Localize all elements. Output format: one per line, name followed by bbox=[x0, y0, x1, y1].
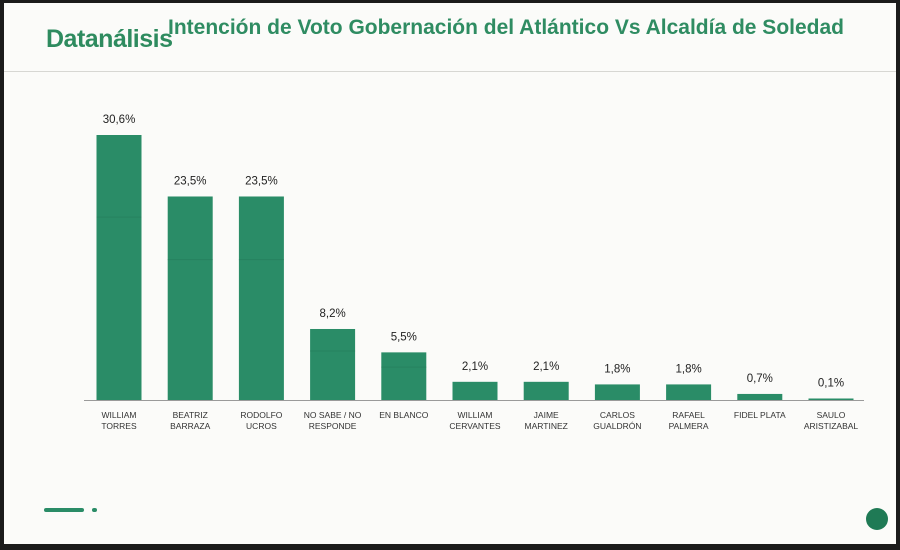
bar bbox=[381, 352, 427, 400]
bar-chart: 30,6% WILLIAM TORRES 23,5% BEATRIZ BARRAZA 23,… bbox=[84, 114, 864, 431]
data-label: 1,8% bbox=[604, 363, 630, 375]
brand-logo: Datanálisis bbox=[46, 25, 173, 53]
bar bbox=[594, 384, 640, 400]
bar bbox=[523, 381, 569, 400]
slide: Datanálisis Intención de Voto Gobernació… bbox=[4, 3, 896, 544]
decorative-circle bbox=[866, 508, 888, 530]
data-label: 0,7% bbox=[747, 373, 773, 385]
category-label: FIDEL PLATA bbox=[734, 410, 786, 420]
data-label: 23,5% bbox=[174, 175, 207, 187]
data-label: 2,1% bbox=[533, 361, 559, 373]
data-label: 0,1% bbox=[818, 378, 844, 390]
category-label: RAFAEL PALMERA bbox=[669, 410, 709, 431]
data-label: 23,5% bbox=[245, 175, 278, 187]
data-label: 1,8% bbox=[675, 363, 701, 375]
data-label: 2,1% bbox=[462, 361, 488, 373]
data-label: 8,2% bbox=[319, 308, 345, 320]
bar bbox=[96, 135, 142, 400]
data-label: 5,5% bbox=[391, 331, 417, 343]
category-label: WILLIAM TORRES bbox=[101, 410, 137, 431]
bar bbox=[167, 196, 213, 400]
category-label: CARLOS GUALDRÓN bbox=[593, 410, 641, 431]
decorative-dash bbox=[44, 508, 84, 512]
category-label: SAULO ARISTIZABAL bbox=[804, 410, 859, 431]
category-label: NO SABE / NO RESPONDE bbox=[304, 410, 362, 431]
chart-title: Intención de Voto Gobernación del Atlánt… bbox=[168, 16, 844, 39]
bar bbox=[452, 381, 498, 400]
header-divider bbox=[4, 71, 896, 72]
bar bbox=[808, 398, 854, 400]
category-label: EN BLANCO bbox=[379, 410, 429, 420]
bar bbox=[666, 384, 712, 400]
bar bbox=[737, 393, 783, 400]
category-label: WILLIAM CERVANTES bbox=[449, 410, 501, 431]
category-label: JAIME MARTINEZ bbox=[525, 410, 568, 431]
bar bbox=[310, 328, 356, 400]
decorative-dot bbox=[92, 508, 97, 512]
data-label: 30,6% bbox=[103, 114, 136, 126]
category-label: BEATRIZ BARRAZA bbox=[170, 410, 210, 431]
category-label: RODOLFO UCROS bbox=[240, 410, 282, 431]
bar bbox=[238, 196, 284, 400]
